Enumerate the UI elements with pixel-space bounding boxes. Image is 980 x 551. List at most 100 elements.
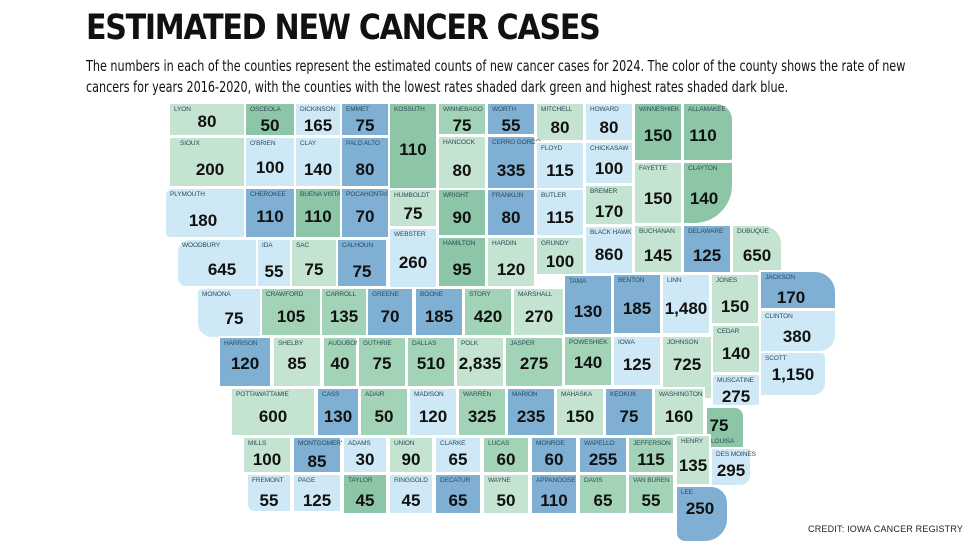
county-case-count: 40	[330, 354, 350, 373]
county-name-label: CRAWFORD	[266, 291, 304, 298]
county-page: PAGE 125	[292, 473, 342, 513]
county-name-label: LUCAS	[488, 440, 510, 447]
county-osceola: OSCEOLA 50	[244, 102, 296, 137]
county-name-label: JASPER	[510, 340, 535, 347]
county-clayton: CLAYTON 140	[682, 161, 734, 225]
county-cherokee: CHEROKEE 110	[244, 187, 296, 239]
county-case-count: 55	[641, 491, 661, 510]
county-name-label: CHICKASAW	[590, 145, 629, 152]
county-washington: WASHINGTON 160	[653, 387, 705, 437]
county-plymouth: PLYMOUTH 180	[164, 187, 246, 239]
county-franklin: FRANKLIN 80	[486, 188, 536, 237]
county-winnebago: WINNEBAGO 75	[437, 102, 487, 136]
county-name-label: CASS	[322, 391, 340, 398]
county-name-label: DAVIS	[584, 477, 603, 484]
county-case-count: 200	[195, 160, 225, 179]
county-case-count: 60	[496, 450, 516, 469]
county-name-label: WINNESHIEK	[639, 106, 680, 113]
county-henry: HENRY 135	[675, 434, 711, 486]
county-case-count: 100	[594, 159, 624, 178]
county-name-label: O'BRIEN	[250, 140, 276, 147]
county-case-count: 75	[403, 204, 423, 223]
county-name-label: HANCOCK	[443, 139, 475, 146]
county-case-count: 250	[685, 499, 715, 518]
county-case-count: 110	[256, 207, 284, 226]
county-case-count: 255	[588, 450, 618, 469]
county-appanoose: APPANOOSE 110	[530, 473, 578, 515]
county-name-label: WARREN	[463, 391, 492, 398]
county-case-count: 75	[372, 354, 392, 373]
county-case-count: 150	[643, 189, 673, 208]
county-name-label: KEOKUK	[610, 391, 637, 398]
county-kossuth: KOSSUTH 110	[388, 102, 438, 190]
county-monroe: MONROE 60	[530, 436, 578, 474]
county-cass: CASS 130	[316, 387, 360, 437]
county-case-count: 80	[452, 161, 472, 180]
credit-text: CREDIT: IOWA CANCER REGISTRY	[808, 524, 964, 534]
county-sioux: SIOUX 200	[168, 136, 246, 188]
county-wapello: WAPELLO 255	[578, 436, 628, 474]
county-ida: IDA 55	[256, 238, 292, 288]
county-case-count: 110	[689, 126, 717, 145]
county-case-count: 50	[260, 116, 280, 135]
county-name-label: BOONE	[420, 291, 443, 298]
county-lyon: LYON 80	[168, 102, 246, 137]
county-howard: HOWARD 80	[584, 102, 634, 142]
county-benton: BENTON 185	[612, 273, 662, 335]
county-case-count: 335	[496, 161, 526, 180]
county-case-count: 100	[252, 450, 282, 469]
county-name-label: FRANKLIN	[492, 192, 524, 199]
county-jefferson: JEFFERSON 115	[627, 436, 675, 474]
county-palo-alto: PALO ALTO 80	[340, 136, 390, 188]
county-case-count: 75	[619, 407, 639, 426]
county-iowa: IOWA 125	[612, 335, 662, 387]
county-clinton: CLINTON 380	[759, 309, 837, 353]
county-case-count: 115	[546, 208, 574, 227]
county-muscatine: MUSCATINE 275	[711, 373, 761, 407]
county-name-label: BUCHANAN	[639, 228, 675, 235]
county-name-label: LEE	[681, 489, 693, 496]
county-case-count: 80	[599, 118, 619, 137]
county-case-count: 70	[355, 207, 375, 226]
county-case-count: 50	[374, 407, 394, 426]
county-name-label: MONONA	[202, 291, 231, 298]
county-name-label: MARION	[512, 391, 538, 398]
county-case-count: 85	[307, 452, 327, 471]
county-name-label: BUTLER	[541, 192, 567, 199]
county-case-count: 140	[689, 189, 719, 208]
county-name-label: STORY	[469, 291, 491, 298]
county-name-label: UNION	[394, 440, 415, 447]
county-name-label: WEBSTER	[394, 231, 426, 238]
county-ringgold: RINGGOLD 45	[388, 473, 434, 515]
county-webster: WEBSTER 260	[388, 227, 438, 289]
county-name-label: WOODBURY	[182, 242, 221, 249]
county-case-count: 170	[594, 202, 624, 221]
county-union: UNION 90	[388, 436, 434, 474]
county-case-count: 65	[448, 450, 468, 469]
county-name-label: GUTHRIE	[363, 340, 392, 347]
county-name-label: RINGGOLD	[394, 477, 428, 484]
county-case-count: 140	[303, 160, 333, 179]
county-case-count: 165	[303, 116, 333, 135]
county-name-label: ADAMS	[348, 440, 371, 447]
county-name-label: WAYNE	[488, 477, 511, 484]
county-name-label: FREMONT	[252, 477, 284, 484]
county-name-label: HARRISON	[224, 340, 258, 347]
county-name-label: JONES	[716, 277, 738, 284]
county-name-label: WINNEBAGO	[443, 106, 483, 113]
county-scott: SCOTT 1,150	[759, 351, 827, 397]
county-case-count: 80	[550, 118, 570, 137]
county-name-label: VAN BUREN	[633, 477, 670, 484]
county-name-label: SAC	[296, 242, 310, 249]
county-name-label: DECATUR	[440, 477, 471, 484]
county-name-label: ADAIR	[365, 391, 385, 398]
county-name-label: PLYMOUTH	[170, 191, 205, 198]
county-poweshiek: POWESHIEK 140	[563, 335, 613, 387]
county-wright: WRIGHT 90	[437, 188, 487, 237]
county-case-count: 75	[709, 416, 729, 435]
county-case-count: 80	[355, 160, 375, 179]
county-name-label: CALHOUN	[342, 242, 374, 249]
county-case-count: 55	[264, 262, 284, 281]
county-hamilton: HAMILTON 95	[437, 236, 487, 288]
county-keokuk: KEOKUK 75	[604, 387, 654, 437]
